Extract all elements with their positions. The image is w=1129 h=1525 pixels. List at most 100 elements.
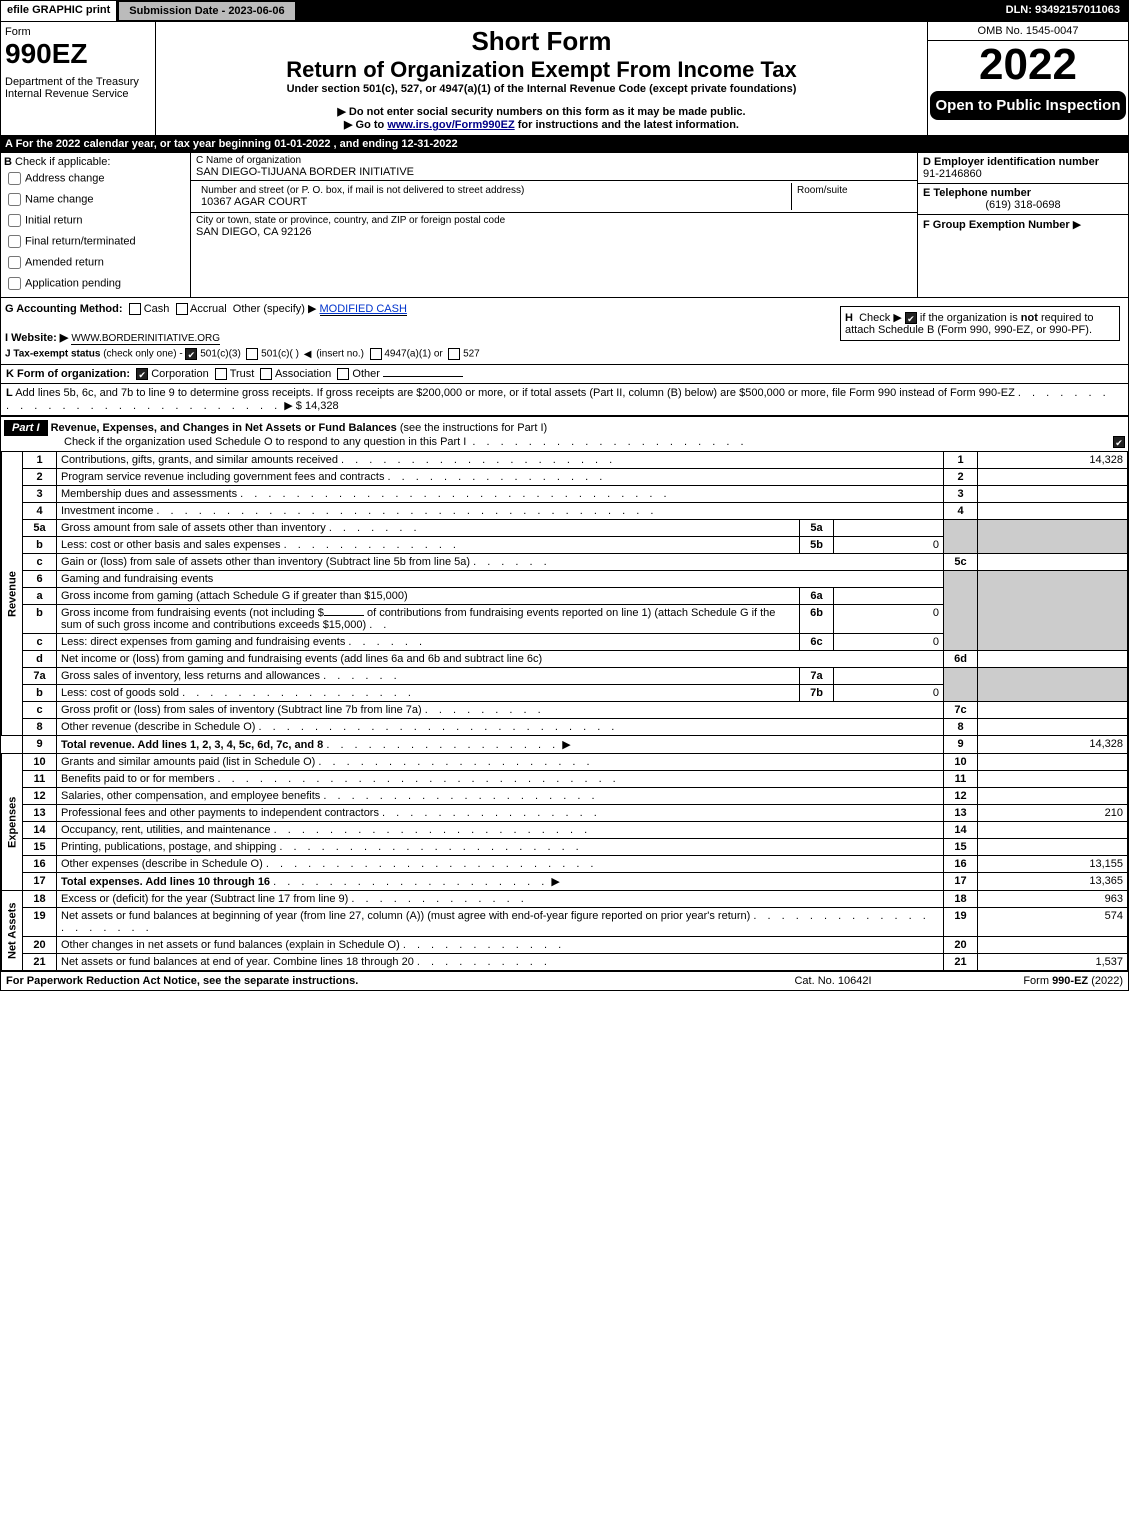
k-trust: Trust (230, 368, 255, 380)
j-501c3-box[interactable]: ✔ (185, 348, 197, 360)
j-label: J Tax-exempt status (5, 349, 100, 360)
line-7a-sv (834, 668, 944, 685)
line-7ab-grey (944, 668, 978, 702)
part-i-paren: (see the instructions for Part I) (400, 422, 547, 434)
left-arrow-icon (302, 349, 314, 360)
section-bcdef: B Check if applicable: Address change Na… (1, 152, 1128, 297)
line-7b-desc: Less: cost of goods sold . . . . . . . .… (57, 685, 800, 702)
line-6b-no: b (23, 605, 57, 634)
line-19-rn: 19 (944, 908, 978, 937)
line-6c-desc: Less: direct expenses from gaming and fu… (57, 634, 800, 651)
goto-line: ▶ Go to www.irs.gov/Form990EZ for instru… (160, 118, 923, 131)
line-6-grey (944, 571, 978, 651)
line-3-desc: Membership dues and assessments . . . . … (57, 486, 944, 503)
line-6c-sn: 6c (800, 634, 834, 651)
checkbox-application-pending[interactable]: Application pending (4, 273, 187, 294)
line-5c-rn: 5c (944, 554, 978, 571)
org-name-row: C Name of organization SAN DIEGO-TIJUANA… (191, 153, 917, 181)
irs-link[interactable]: www.irs.gov/Form990EZ (387, 119, 514, 131)
k-other-box[interactable] (337, 368, 349, 380)
j-501c3: 501(c)(3) (200, 349, 241, 360)
j-501c: 501(c)( ) (261, 349, 299, 360)
k-corp-box[interactable]: ✔ (136, 368, 148, 380)
g-accrual-box[interactable] (176, 303, 188, 315)
line-7a-sn: 7a (800, 668, 834, 685)
line-16-val: 13,155 (978, 856, 1128, 873)
line-17-rn: 17 (944, 873, 978, 891)
checkbox-address-change[interactable]: Address change (4, 168, 187, 189)
line-3-val (978, 486, 1128, 503)
g-cash-box[interactable] (129, 303, 141, 315)
ein-value: 91-2146860 (923, 168, 1123, 180)
j-4947: 4947(a)(1) or (384, 349, 442, 360)
org-name-label: C Name of organization (196, 155, 912, 166)
line-18-val: 963 (978, 891, 1128, 908)
line-4-desc: Investment income . . . . . . . . . . . … (57, 503, 944, 520)
g-label: G Accounting Method: (5, 303, 123, 315)
footer-right: Form 990-EZ (2022) (923, 975, 1123, 987)
line-14-no: 14 (23, 822, 57, 839)
dln-number: DLN: 93492157011063 (998, 1, 1128, 21)
l-label: L (6, 387, 13, 399)
line-6-desc: Gaming and fundraising events (57, 571, 944, 588)
row-l: L Add lines 5b, 6c, and 7b to line 9 to … (1, 383, 1128, 415)
line-21-val: 1,537 (978, 954, 1128, 971)
checkbox-amended-return[interactable]: Amended return (4, 252, 187, 273)
line-6c-no: c (23, 634, 57, 651)
department-label: Department of the Treasury Internal Reve… (5, 70, 151, 100)
line-6d-rn: 6d (944, 651, 978, 668)
line-8-rn: 8 (944, 719, 978, 736)
line-8-val (978, 719, 1128, 736)
line-5ab-greyval (978, 520, 1128, 554)
line-6a-desc: Gross income from gaming (attach Schedul… (57, 588, 800, 605)
line-6a-sv (834, 588, 944, 605)
line-14-rn: 14 (944, 822, 978, 839)
open-public-badge: Open to Public Inspection (930, 91, 1126, 120)
j-527-box[interactable] (448, 348, 460, 360)
expenses-label: Expenses (2, 754, 23, 891)
line-6d-val (978, 651, 1128, 668)
j-4947-box[interactable] (370, 348, 382, 360)
h-checkbox[interactable]: ✔ (905, 312, 917, 324)
checkbox-final-return[interactable]: Final return/terminated (4, 231, 187, 252)
city-label: City or town, state or province, country… (196, 215, 912, 226)
top-bar: efile GRAPHIC print Submission Date - 20… (1, 1, 1128, 21)
line-18-no: 18 (23, 891, 57, 908)
line-21-no: 21 (23, 954, 57, 971)
line-5a-no: 5a (23, 520, 57, 537)
line-7b-sv: 0 (834, 685, 944, 702)
line-6c-sv: 0 (834, 634, 944, 651)
line-4-no: 4 (23, 503, 57, 520)
line-20-val (978, 937, 1128, 954)
website-value[interactable]: WWW.BORDERINITIATIVE.ORG (71, 333, 220, 345)
part-i-checkbox[interactable]: ✔ (1113, 436, 1125, 448)
line-12-val (978, 788, 1128, 805)
line-5a-sn: 5a (800, 520, 834, 537)
line-13-desc: Professional fees and other payments to … (57, 805, 944, 822)
line-7c-no: c (23, 702, 57, 719)
page-footer: For Paperwork Reduction Act Notice, see … (1, 971, 1128, 990)
line-20-desc: Other changes in net assets or fund bala… (57, 937, 944, 954)
line-5b-desc: Less: cost or other basis and sales expe… (57, 537, 800, 554)
line-9-no: 9 (23, 736, 57, 754)
tel-value: (619) 318-0698 (923, 199, 1123, 211)
k-assoc-box[interactable] (260, 368, 272, 380)
k-trust-box[interactable] (215, 368, 227, 380)
h-text2: if the organization is (920, 312, 1021, 324)
k-assoc: Association (275, 368, 331, 380)
checkbox-initial-return[interactable]: Initial return (4, 210, 187, 231)
form-container: efile GRAPHIC print Submission Date - 20… (0, 0, 1129, 991)
org-address: 10367 AGAR COURT (201, 196, 786, 208)
j-insert: (insert no.) (316, 349, 364, 360)
checkbox-name-change[interactable]: Name change (4, 189, 187, 210)
part-i-checkline: Check if the organization used Schedule … (64, 436, 466, 448)
line-4-val (978, 503, 1128, 520)
addr-label: Number and street (or P. O. box, if mail… (201, 185, 786, 196)
j-501c-box[interactable] (246, 348, 258, 360)
efile-label: efile GRAPHIC print (1, 1, 118, 21)
section-c: C Name of organization SAN DIEGO-TIJUANA… (191, 153, 918, 297)
goto-pre: ▶ Go to (344, 119, 387, 131)
line-11-desc: Benefits paid to or for members . . . . … (57, 771, 944, 788)
line-12-desc: Salaries, other compensation, and employ… (57, 788, 944, 805)
g-cash: Cash (144, 303, 170, 315)
